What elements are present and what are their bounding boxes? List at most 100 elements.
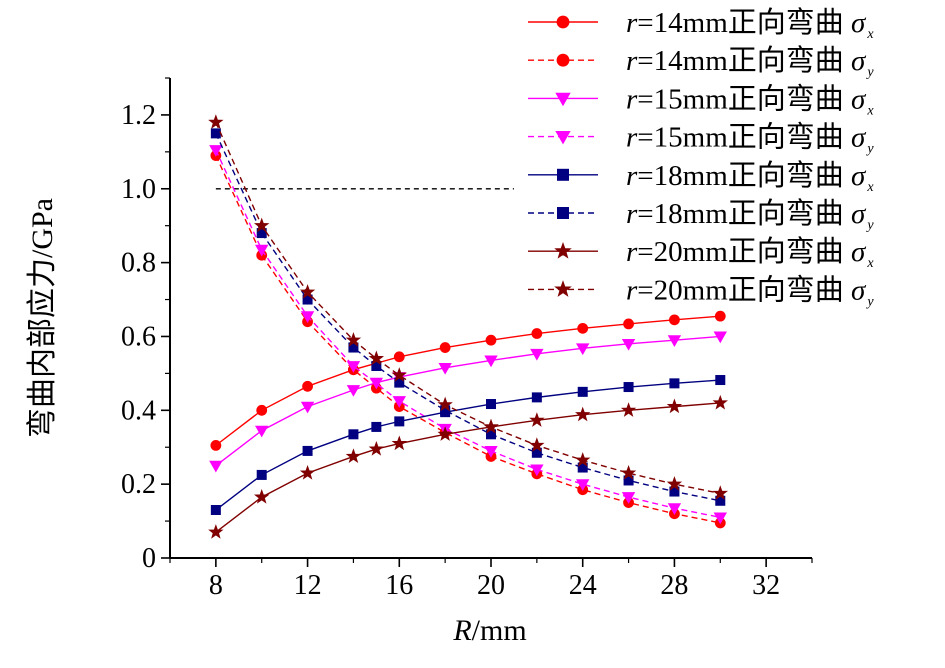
legend-label-sigma: σ [851,236,867,268]
data-point [483,418,499,434]
x-tick-label: 28 [660,570,688,601]
x-tick-label: 20 [477,570,505,601]
data-point [623,382,634,393]
legend-label-r: r [626,160,638,192]
series-line [215,335,721,467]
legend-label-main: =15mm正向弯曲 [637,121,851,154]
data-point [300,401,315,414]
data-point [620,402,637,417]
legend-label-r: r [626,198,638,230]
data-point [391,435,407,451]
legend-label-main: =18mm正向弯曲 [637,159,851,192]
series-4 [209,145,727,525]
data-point [255,425,269,438]
data-point [254,488,270,504]
data-point [300,311,315,323]
legend-marker [557,168,569,181]
data-point [210,505,221,515]
legend-label-r: r [626,236,638,268]
data-point [714,310,726,322]
data-point [255,244,269,257]
data-point [345,332,362,347]
y-tick-label: 0.2 [121,469,156,500]
series-line [215,149,721,519]
legend-marker [557,207,569,219]
data-point [256,404,268,416]
data-point [529,412,545,427]
x-tick-label: 24 [569,570,597,601]
data-point [575,406,591,422]
y-tick-label: 0.8 [121,248,156,279]
data-point [210,439,222,451]
data-point [208,524,224,539]
x-tick-label: 16 [385,570,413,601]
series-8 [208,114,728,500]
x-tick-label: 8 [209,570,223,601]
legend-label-subscript: y [865,65,874,80]
data-point [620,464,637,480]
data-point [669,378,680,389]
data-point [667,503,682,515]
data-point [210,128,221,139]
legend-label-subscript: x [866,256,874,271]
series-3 [209,331,727,473]
legend-label-sigma: σ [851,7,867,39]
data-point [208,114,224,129]
data-point [621,492,636,504]
legend-label-main: =20mm正向弯曲 [637,235,851,268]
legend-label-subscript: x [866,27,874,42]
data-point [394,416,405,427]
legend-label-r: r [626,274,638,306]
legend-label-r: r [626,45,638,77]
series-7 [208,394,728,539]
data-point [302,380,313,392]
data-point [713,331,727,344]
data-point [575,452,591,467]
x-axis-title-italic: R [452,614,471,647]
data-point [438,362,452,375]
data-point [437,426,453,441]
legend-label-sigma: σ [851,45,867,77]
data-point [484,355,498,368]
data-point [669,314,680,326]
data-point [345,448,362,463]
data-point [299,284,316,299]
data-point [393,351,405,363]
series-1 [210,310,726,451]
data-point [577,386,588,397]
data-point [531,328,543,339]
data-point [530,348,544,361]
legend-marker [556,53,570,67]
legend-label-r: r [626,7,638,39]
y-tick-label: 1.2 [121,100,156,131]
series-line [215,315,721,446]
data-point [209,145,223,157]
data-point [302,445,313,456]
data-point [529,437,545,452]
legend-label-sigma: σ [851,122,867,154]
data-point [484,446,498,458]
legend-label-sigma: σ [851,160,867,192]
legend-label-subscript: y [865,218,874,233]
data-point [485,334,497,346]
data-point [621,338,636,351]
data-point [666,476,683,491]
data-point [712,394,728,410]
legend-label-subscript: x [866,180,874,195]
data-point [712,485,728,500]
data-point [371,421,382,432]
data-point [576,343,590,356]
